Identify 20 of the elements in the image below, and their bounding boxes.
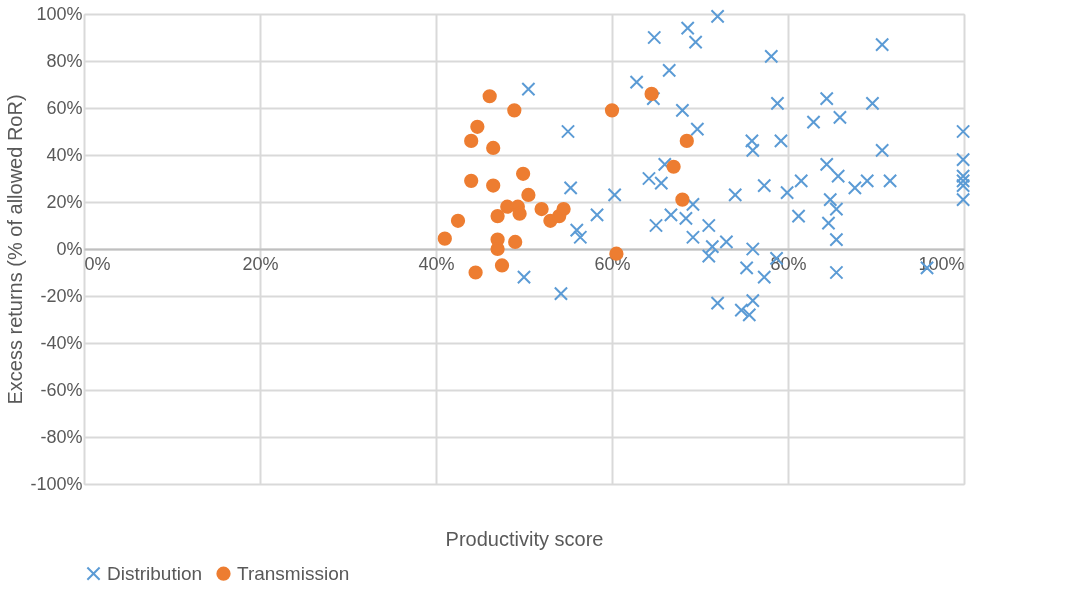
y-tick-label: 100%: [36, 3, 83, 24]
legend-label: Transmission: [237, 562, 350, 584]
y-tick-label: -100%: [30, 473, 83, 494]
x-tick-label: 100%: [918, 253, 965, 274]
y-tick-label: -40%: [40, 332, 83, 353]
y-tick-label: -60%: [40, 379, 83, 400]
legend-label: Distribution: [107, 562, 203, 584]
y-tick-label: 80%: [46, 50, 83, 71]
y-tick-label: 20%: [46, 191, 83, 212]
x-tick-label: 20%: [242, 253, 279, 274]
y-tick-label: 0%: [56, 238, 83, 259]
y-tick-label: 40%: [46, 144, 83, 165]
x-tick-label: 40%: [418, 253, 455, 274]
y-tick-label: 60%: [46, 97, 83, 118]
x-axis-title: Productivity score: [445, 527, 604, 550]
x-tick-label: 0%: [84, 253, 111, 274]
y-tick-label: -80%: [40, 426, 83, 447]
x-tick-label: 60%: [594, 253, 631, 274]
y-tick-label: -20%: [40, 285, 83, 306]
y-axis-title: Excess returns (% of allowed RoR): [4, 94, 27, 405]
